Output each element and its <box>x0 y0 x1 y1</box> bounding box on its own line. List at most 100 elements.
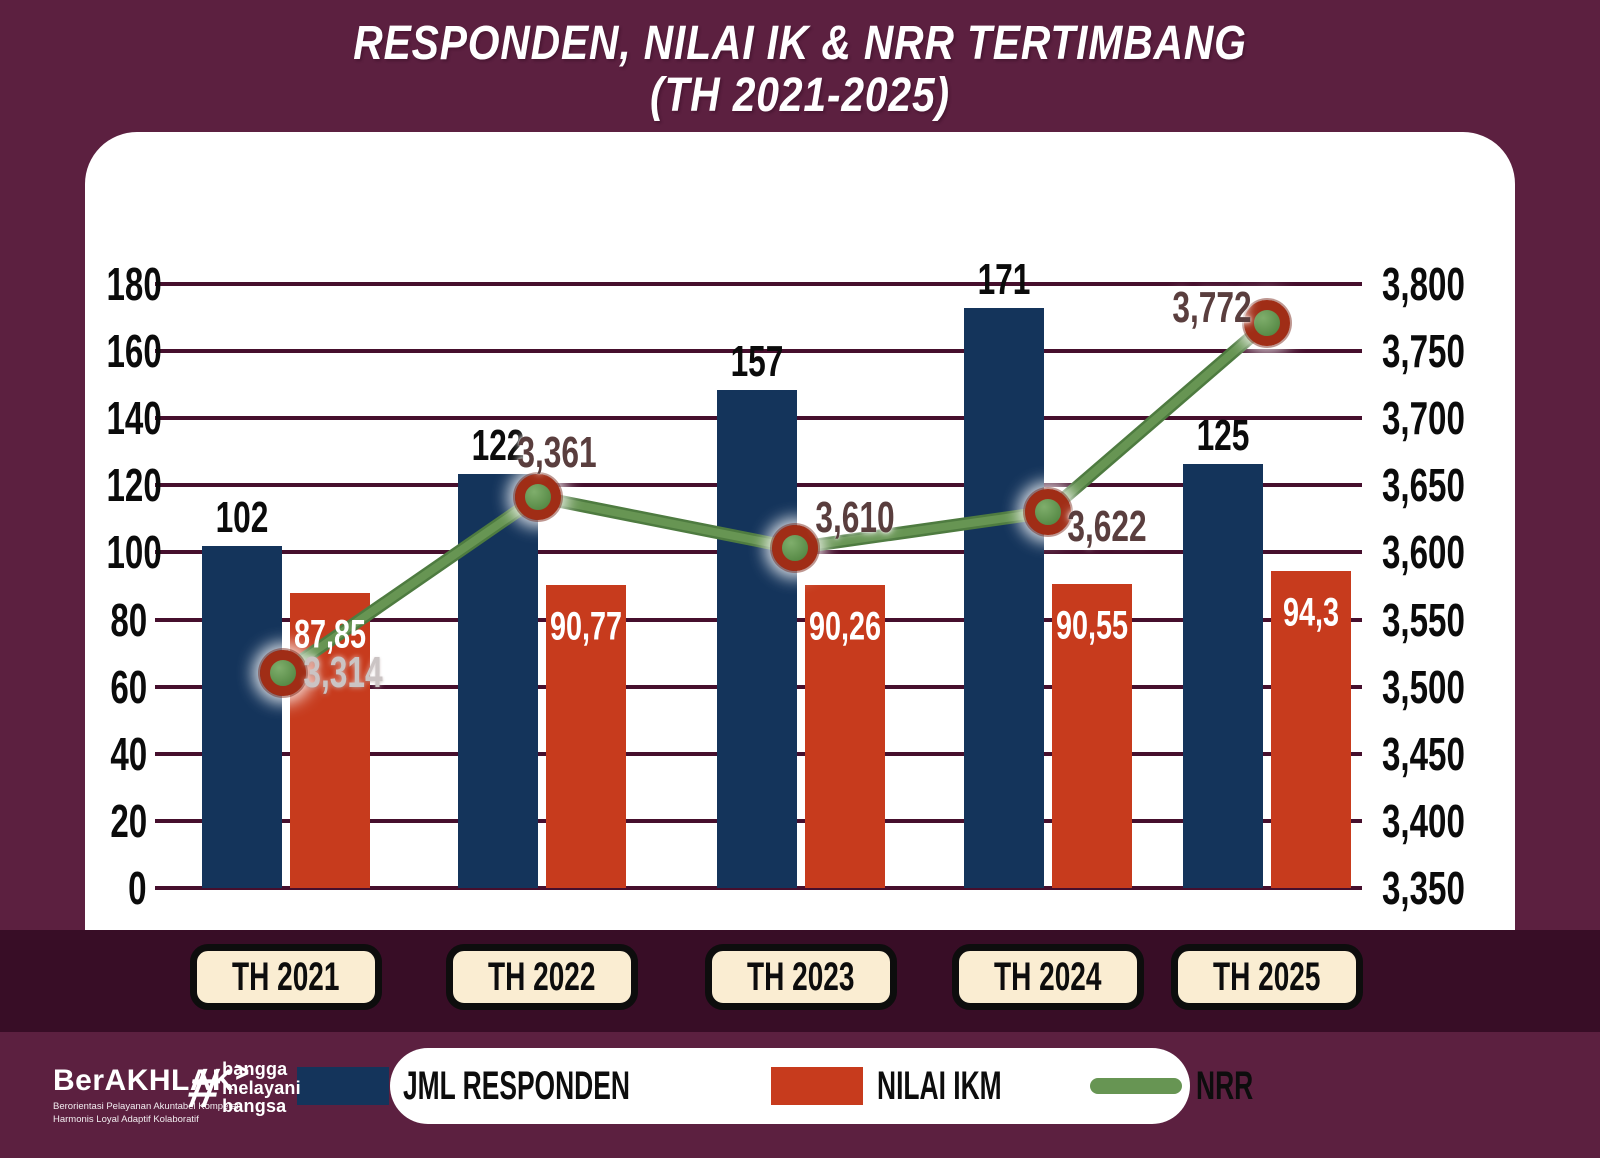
nrr-value-label: 3,622 <box>1067 502 1147 551</box>
responden-swatch <box>297 1067 390 1105</box>
right-axis-tick: 3,550 <box>1382 596 1512 644</box>
gridline <box>155 349 1362 354</box>
legend-item-responden: JML RESPONDEN <box>297 1064 747 1109</box>
right-axis-tick-label: 3,750 <box>1382 325 1465 378</box>
berakhlak-tagline: Berorientasi Pelayanan Akuntabel Kompete… <box>53 1101 250 1127</box>
chevron-arrow-icon: > <box>235 1056 250 1089</box>
responden-value-label: 171 <box>977 255 1031 304</box>
nrr-point-th2021 <box>260 650 306 696</box>
category-box-th2023: TH 2023 <box>705 944 897 1010</box>
nrr-line-swatch <box>1090 1078 1182 1094</box>
left-axis-tick: 40 <box>85 730 147 778</box>
nrr-value-label: 3,772 <box>1172 283 1252 332</box>
category-label: TH 2022 <box>488 954 596 999</box>
gridline <box>155 886 1362 890</box>
hashtag-icon: # <box>182 1056 225 1119</box>
category-label: TH 2024 <box>994 954 1102 999</box>
responden-value-label: 102 <box>215 493 269 542</box>
right-axis-tick-label: 3,800 <box>1382 258 1465 310</box>
nrr-point-th2022 <box>515 474 561 520</box>
chart-panel: 180 3,800 160 3,750 140 3,700 120 3,650 100 3,600… <box>85 132 1515 930</box>
category-label: TH 2023 <box>747 954 855 999</box>
category-box-th2022: TH 2022 <box>446 944 638 1010</box>
right-axis-tick-label: 3,350 <box>1382 862 1465 914</box>
bangga-melayani-bangsa-logo: # bangga melayani bangsa <box>183 1052 301 1124</box>
category-box-th2024: TH 2024 <box>952 944 1144 1010</box>
legend-label: NILAI IKM <box>877 1063 1002 1108</box>
gridline <box>155 282 1362 286</box>
legend-item-nrr: NRR <box>1090 1064 1283 1109</box>
left-axis-tick-label: 40 <box>110 727 147 780</box>
bar-responden-th2024 <box>964 308 1044 888</box>
right-axis-tick-label: 3,600 <box>1382 526 1465 579</box>
category-label: TH 2025 <box>1213 954 1321 999</box>
bar-responden-th2025 <box>1183 464 1263 888</box>
hashtag-word2: melayani <box>222 1077 301 1098</box>
left-axis-tick: 160 <box>85 327 161 375</box>
ikm-value-label: 90,26 <box>808 604 882 649</box>
left-axis-tick-label: 120 <box>106 459 162 512</box>
ikm-value-label: 87,85 <box>293 612 367 657</box>
plot: 102 87,85 122 90,77 157 90,26 171 90,55 125 94,3 3… <box>155 255 1351 888</box>
left-axis-tick: 0 <box>85 864 147 912</box>
bar-ikm-th2022 <box>546 585 626 888</box>
right-axis-tick: 3,500 <box>1382 663 1512 711</box>
left-axis-tick: 80 <box>85 596 147 644</box>
right-axis-tick-label: 3,450 <box>1382 727 1465 780</box>
berakhlak-wordmark: BerAKHLAK <box>53 1064 235 1097</box>
nrr-point-th2025 <box>1244 300 1290 346</box>
tagline-line2: Harmonis Loyal Adaptif Kolaboratif <box>53 1113 199 1125</box>
ikm-swatch <box>771 1067 864 1105</box>
right-axis-tick: 3,450 <box>1382 730 1512 778</box>
chart-title-line2: (TH 2021-2025) <box>650 69 950 122</box>
left-axis-tick-label: 0 <box>128 862 147 914</box>
hashtag-word1: bangga <box>222 1058 288 1079</box>
left-axis-tick-label: 60 <box>110 660 147 713</box>
right-axis-tick: 3,700 <box>1382 394 1512 442</box>
category-box-th2021: TH 2021 <box>190 944 382 1010</box>
right-axis-tick: 3,650 <box>1382 461 1512 509</box>
right-axis-tick: 3,800 <box>1382 260 1512 308</box>
right-axis-tick-label: 3,550 <box>1382 593 1465 646</box>
ikm-value-label: 94,3 <box>1282 590 1340 635</box>
bar-ikm-th2023 <box>805 585 885 888</box>
nrr-value-label: 3,361 <box>517 428 597 477</box>
nrr-point-th2023 <box>772 525 818 571</box>
legend-item-ikm: NILAI IKM <box>771 1064 1066 1109</box>
left-axis-tick: 140 <box>85 394 161 442</box>
left-axis-tick: 20 <box>85 797 147 845</box>
left-axis-tick: 120 <box>85 461 161 509</box>
tagline-line1: Berorientasi Pelayanan Akuntabel Kompete… <box>53 1101 242 1112</box>
left-axis-tick: 180 <box>85 260 161 308</box>
left-axis-tick-label: 20 <box>110 794 147 847</box>
right-axis-tick-label: 3,400 <box>1382 794 1465 847</box>
left-axis-tick-label: 80 <box>110 593 147 646</box>
left-axis-tick: 100 <box>85 528 161 576</box>
bar-responden-th2021 <box>202 546 282 888</box>
legend-label: NRR <box>1196 1063 1254 1108</box>
left-axis-tick-label: 160 <box>106 325 162 378</box>
category-box-th2025: TH 2025 <box>1171 944 1363 1010</box>
ikm-value-label: 90,77 <box>549 604 623 649</box>
right-axis-tick: 3,350 <box>1382 864 1512 912</box>
legend-label: JML RESPONDEN <box>403 1063 631 1108</box>
right-axis-tick: 3,600 <box>1382 528 1512 576</box>
right-axis-tick: 3,750 <box>1382 327 1512 375</box>
bar-ikm-th2025 <box>1271 571 1351 888</box>
nrr-line <box>276 316 1274 680</box>
right-axis-tick-label: 3,700 <box>1382 392 1465 445</box>
left-axis-tick-label: 100 <box>106 526 162 579</box>
chart-legend: JML RESPONDEN NILAI IKM NRR <box>297 1048 1253 1124</box>
left-axis-tick: 60 <box>85 663 147 711</box>
nrr-point-th2024 <box>1025 489 1071 535</box>
chart-title-line1: RESPONDEN, NILAI IK & NRR TERTIMBANG <box>353 17 1247 70</box>
category-label: TH 2021 <box>232 954 340 999</box>
nrr-value-label: 3,314 <box>303 648 383 697</box>
responden-value-label: 125 <box>1196 411 1250 460</box>
responden-value-label: 122 <box>471 421 525 470</box>
right-axis-tick-label: 3,650 <box>1382 459 1465 512</box>
left-axis-tick-label: 180 <box>106 258 162 310</box>
right-axis-tick: 3,400 <box>1382 797 1512 845</box>
responden-value-label: 157 <box>730 337 784 386</box>
bar-ikm-th2024 <box>1052 584 1132 888</box>
